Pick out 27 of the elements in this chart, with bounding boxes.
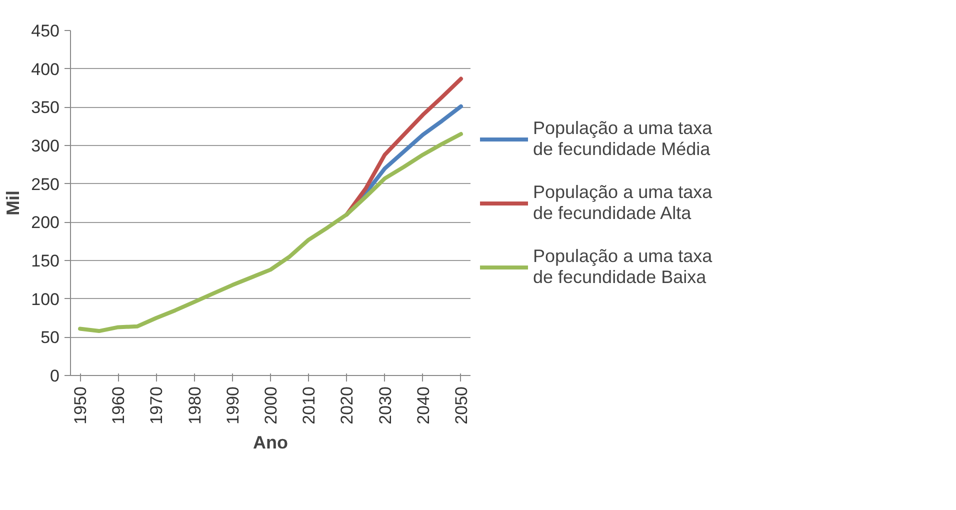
x-tick-label: 2000: [262, 386, 280, 424]
y-tick-label: 0: [50, 366, 60, 386]
x-tick-label: 1990: [223, 386, 242, 424]
x-tick-label: 2050: [452, 386, 471, 424]
x-tick-label: 1950: [71, 386, 90, 424]
y-axis-title: Mil: [3, 190, 24, 216]
legend-label: População a uma taxa de fecundidade Baixa: [533, 246, 712, 288]
x-axis-title: Ano: [253, 432, 288, 452]
x-tick-label: 1980: [185, 386, 204, 424]
y-tick-label: 400: [31, 60, 60, 79]
legend-label: População a uma taxa de fecundidade Média: [533, 118, 712, 160]
y-tick-label: 100: [31, 290, 60, 309]
x-tick-label: 1970: [147, 386, 166, 424]
x-tick-label: 2040: [414, 386, 433, 424]
x-tick-label: 1960: [109, 386, 128, 424]
y-tick-label: 250: [31, 174, 60, 194]
x-tick-label: 2030: [376, 386, 395, 424]
x-tick-label: 2020: [338, 386, 357, 424]
y-tick-label: 200: [31, 213, 60, 232]
y-tick-label: 300: [31, 136, 60, 156]
y-tick-label: 150: [31, 252, 60, 270]
y-tick-label: 50: [40, 328, 60, 348]
y-tick-label: 450: [31, 22, 60, 40]
line-series: [78, 132, 463, 334]
legend-label: População a uma taxa de fecundidade Alta: [533, 182, 712, 224]
y-tick-label: 350: [31, 98, 60, 118]
x-tick-label: 2010: [300, 386, 319, 424]
